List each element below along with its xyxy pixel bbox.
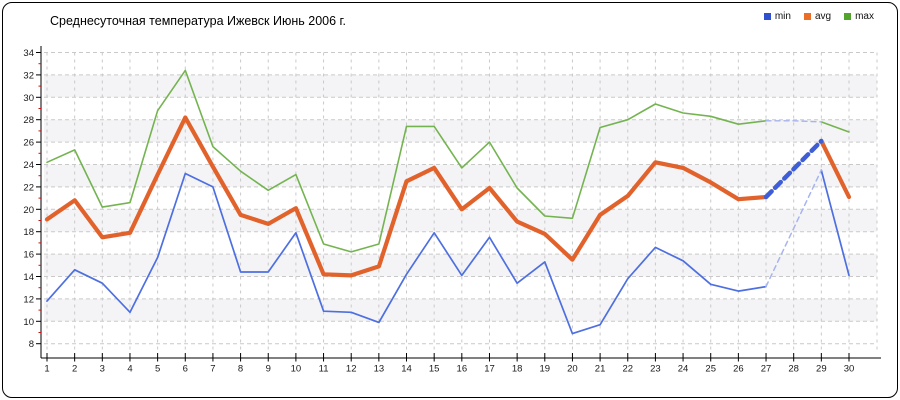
svg-text:30: 30 bbox=[844, 364, 855, 375]
legend-item-max: max bbox=[844, 11, 874, 22]
svg-text:7: 7 bbox=[210, 364, 215, 375]
max-series-swatch-icon bbox=[844, 13, 852, 20]
svg-text:28: 28 bbox=[23, 115, 34, 126]
svg-text:14: 14 bbox=[23, 272, 34, 283]
svg-text:22: 22 bbox=[23, 182, 34, 193]
chart-title: Среднесуточная температура Ижевск Июнь 2… bbox=[50, 14, 347, 28]
svg-text:16: 16 bbox=[23, 250, 34, 261]
svg-text:15: 15 bbox=[429, 364, 440, 375]
svg-text:8: 8 bbox=[29, 339, 34, 350]
chart-legend: min avg max bbox=[763, 11, 874, 22]
svg-text:11: 11 bbox=[319, 364, 329, 375]
legend-item-min: min bbox=[763, 11, 791, 22]
svg-text:8: 8 bbox=[238, 364, 243, 375]
svg-text:20: 20 bbox=[23, 205, 34, 216]
svg-text:12: 12 bbox=[23, 294, 34, 305]
svg-text:25: 25 bbox=[705, 364, 716, 375]
svg-text:10: 10 bbox=[23, 317, 34, 328]
legend-item-avg: avg bbox=[803, 11, 832, 22]
svg-text:2: 2 bbox=[72, 364, 77, 375]
svg-text:16: 16 bbox=[457, 364, 468, 375]
svg-text:12: 12 bbox=[346, 364, 357, 375]
svg-text:32: 32 bbox=[23, 70, 34, 81]
svg-text:13: 13 bbox=[374, 364, 385, 375]
plot-bands bbox=[44, 74, 877, 322]
y-axis-ticks: 8 10 12 14 16 18 20 22 24 26 28 30 32 34 bbox=[23, 48, 41, 350]
legend-label-max: max bbox=[855, 11, 874, 22]
svg-text:26: 26 bbox=[733, 364, 744, 375]
legend-label-avg: avg bbox=[814, 11, 832, 22]
svg-text:6: 6 bbox=[183, 364, 188, 375]
svg-text:10: 10 bbox=[291, 364, 302, 375]
svg-text:17: 17 bbox=[484, 364, 495, 375]
svg-text:14: 14 bbox=[401, 364, 412, 375]
avg-interpolated-dashed-segment bbox=[763, 138, 824, 200]
legend-label-min: min bbox=[774, 11, 791, 22]
min-line bbox=[46, 169, 850, 335]
svg-text:27: 27 bbox=[761, 364, 772, 375]
svg-text:3: 3 bbox=[100, 364, 105, 375]
svg-text:20: 20 bbox=[567, 364, 578, 375]
svg-text:24: 24 bbox=[678, 364, 689, 375]
max-line bbox=[46, 69, 850, 253]
min-interpolated-dashed-segment bbox=[765, 169, 823, 288]
svg-text:22: 22 bbox=[622, 364, 633, 375]
svg-text:4: 4 bbox=[127, 364, 132, 375]
svg-text:29: 29 bbox=[816, 364, 827, 375]
svg-text:18: 18 bbox=[512, 364, 523, 375]
svg-text:5: 5 bbox=[155, 364, 160, 375]
svg-text:24: 24 bbox=[23, 160, 34, 171]
avg-series-swatch-icon bbox=[803, 13, 811, 20]
avg-line bbox=[44, 115, 852, 278]
svg-text:21: 21 bbox=[595, 364, 606, 375]
svg-text:28: 28 bbox=[788, 364, 799, 375]
svg-text:26: 26 bbox=[23, 138, 34, 149]
max-interpolated-dashed-segment bbox=[765, 120, 822, 123]
svg-text:1: 1 bbox=[44, 364, 49, 375]
gridlines bbox=[44, 52, 878, 352]
svg-text:9: 9 bbox=[266, 364, 271, 375]
svg-text:18: 18 bbox=[23, 227, 34, 238]
min-series-swatch-icon bbox=[763, 13, 771, 20]
svg-text:34: 34 bbox=[23, 48, 34, 59]
x-axis-ticks: 1 2 3 4 5 6 7 8 9 10 11 12 13 14 15 16 17 18 19 20 21 22 23 24 2… bbox=[44, 353, 854, 375]
svg-text:23: 23 bbox=[650, 364, 661, 375]
svg-text:19: 19 bbox=[540, 364, 551, 375]
axes bbox=[40, 46, 881, 359]
svg-text:30: 30 bbox=[23, 93, 34, 104]
